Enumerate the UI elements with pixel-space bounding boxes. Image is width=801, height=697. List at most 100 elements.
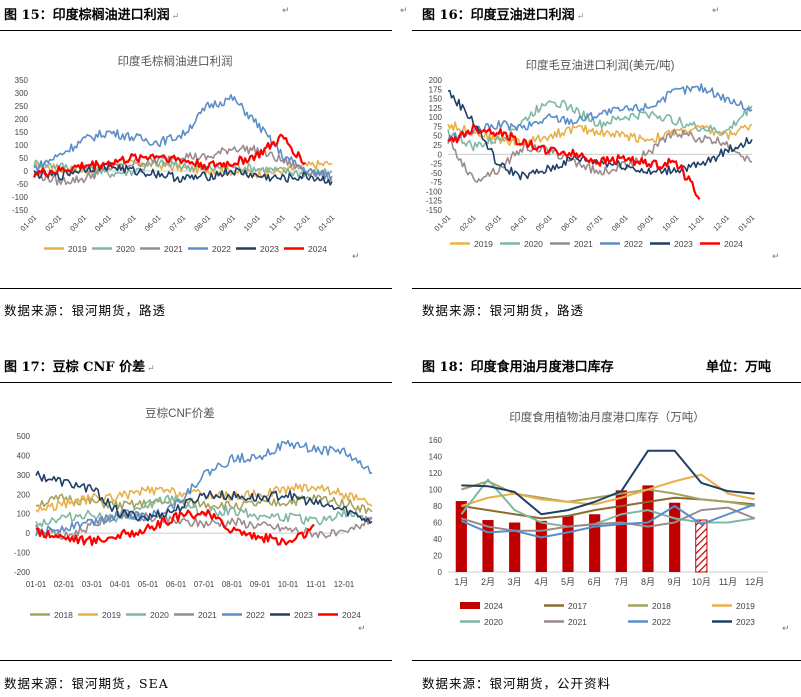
legend-label: 2021	[568, 617, 587, 627]
y-tick-label: 150	[15, 128, 29, 137]
y-tick-label: 150	[429, 95, 443, 104]
x-tick-label: 09-01	[250, 580, 271, 589]
y-tick-label: -50	[16, 180, 28, 189]
y-tick-label: 200	[15, 115, 29, 124]
x-tick-label: 06-01	[559, 213, 579, 233]
series-line-2024	[35, 508, 315, 546]
x-tick-label: 03-01	[483, 213, 503, 233]
y-tick-label: 40	[433, 535, 442, 544]
legend-label: 2023	[736, 617, 755, 627]
fig18-caption: 图 18：印度食用油月度港口库存	[422, 360, 614, 375]
y-tick-label: -75	[430, 178, 442, 187]
x-tick-label: 07-01	[194, 580, 215, 589]
series-line-2022	[33, 93, 333, 180]
fig17-source: 数据来源：银河期货，SEA	[4, 676, 169, 691]
x-tick-label: 04-01	[110, 580, 131, 589]
bar	[535, 520, 547, 572]
series-line-2024	[447, 123, 701, 201]
x-tick-label: 01-01	[316, 213, 336, 233]
fig18-top-rule	[412, 382, 801, 383]
x-tick-label: 4月	[534, 577, 548, 587]
chart-title: 印度食用植物油月度港口库存（万吨）	[509, 410, 705, 424]
legend-label: 2021	[574, 239, 593, 249]
x-tick-label: 12月	[745, 577, 764, 587]
legend-label: 2023	[674, 239, 693, 249]
legend-label: 2023	[294, 610, 313, 620]
y-tick-label: 60	[433, 519, 442, 528]
legend-label: 2022	[212, 244, 231, 254]
y-tick-label: 250	[15, 102, 29, 111]
fig15-caption: 图 15：印度棕榈油进口利润 ↵	[4, 8, 180, 23]
x-tick-label: 01-01	[18, 213, 38, 233]
fig17-caption: 图 17：豆棕 CNF 价差 ↵	[4, 360, 155, 375]
y-tick-label: -150	[426, 206, 443, 215]
y-tick-label: 75	[433, 122, 442, 131]
x-tick-label: 11月	[719, 577, 737, 587]
x-tick-label: 03-01	[82, 580, 103, 589]
paragraph-mark-icon: ↵	[282, 6, 290, 16]
legend-label: 2021	[164, 244, 183, 254]
chart-title: 印度毛豆油进口利润(美元/吨)	[526, 58, 675, 72]
y-tick-label: 0	[438, 568, 443, 577]
series-line-2022	[35, 439, 373, 537]
fig16-caption: 图 16：印度豆油进口利润 ↵	[422, 8, 585, 23]
y-tick-label: 20	[433, 552, 442, 561]
x-tick-label: 02-01	[54, 580, 75, 589]
fig15-top-rule	[0, 30, 392, 31]
series-line-2021	[447, 128, 752, 183]
fig18-bottom-rule	[412, 660, 801, 661]
x-tick-label: 9月	[668, 577, 682, 587]
fig15-chart: 印度毛棕榈油进口利润 -150 -100 -50 0 50 100 150 200 250 300 3…	[12, 54, 336, 254]
legend-label: 2021	[198, 610, 217, 620]
y-tick-label: 0	[24, 167, 29, 176]
x-tick-label: 12-01	[334, 580, 355, 589]
fig15-bottom-rule	[0, 288, 392, 289]
x-tick-label: 04-01	[93, 213, 113, 233]
x-tick-label: 08-01	[222, 580, 243, 589]
y-tick-label: -100	[426, 187, 443, 196]
x-tick-label: 11-01	[267, 213, 287, 233]
y-tick-label: -100	[14, 549, 31, 558]
chart-title: 印度毛棕榈油进口利润	[118, 54, 233, 68]
x-tick-label: 05-01	[138, 580, 159, 589]
legend-label: 2023	[260, 244, 279, 254]
y-tick-label: 0	[438, 150, 443, 159]
x-tick-label: 01-01	[432, 213, 452, 233]
series-line-2019	[461, 473, 755, 507]
legend-label: 2020	[150, 610, 169, 620]
bar	[509, 522, 521, 572]
y-tick-label: 100	[17, 510, 31, 519]
legend-swatch	[460, 602, 480, 609]
legend-label: 2024	[724, 239, 743, 249]
y-tick-label: 100	[429, 113, 443, 122]
y-tick-label: 350	[15, 76, 29, 85]
y-tick-label: 140	[429, 453, 443, 462]
x-tick-label: 10月	[692, 577, 711, 587]
y-tick-label: -100	[12, 193, 29, 202]
fig18-unit: 单位：万吨	[706, 360, 772, 375]
x-tick-label: 06-01	[143, 213, 163, 233]
legend-label: 2022	[624, 239, 643, 249]
series-line-2022	[460, 503, 756, 539]
fig16-bottom-rule	[412, 288, 801, 289]
y-tick-label: 200	[429, 76, 443, 85]
y-tick-label: 200	[17, 490, 31, 499]
series-line-2022	[447, 83, 753, 143]
fig16-top-rule	[412, 30, 801, 31]
series-line-2019	[447, 121, 753, 147]
x-tick-label: 08-01	[192, 213, 212, 233]
bar	[615, 490, 627, 572]
x-tick-label: 10-01	[278, 580, 299, 589]
legend-label: 2020	[524, 239, 543, 249]
paragraph-mark-icon: ↵	[400, 6, 408, 16]
x-tick-label: 09-01	[217, 213, 237, 233]
y-tick-label: 500	[17, 432, 31, 441]
legend-label: 2018	[54, 610, 73, 620]
legend-label: 2022	[652, 617, 671, 627]
fig18-source: 数据来源：银河期货，公开资料	[422, 676, 612, 691]
bar	[482, 520, 494, 572]
y-tick-label: 25	[433, 141, 442, 150]
y-tick-label: 50	[433, 132, 442, 141]
x-tick-label: 12-01	[292, 213, 312, 233]
legend-label: 2020	[484, 617, 503, 627]
